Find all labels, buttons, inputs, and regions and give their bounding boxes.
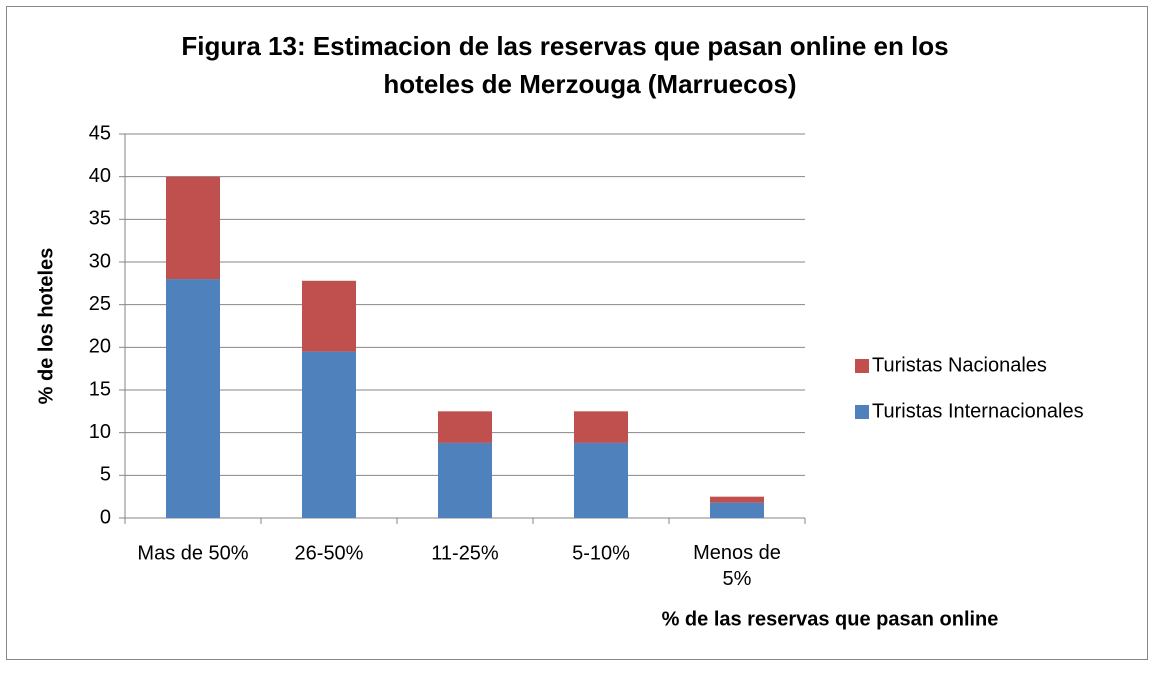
chart-title: hoteles de Merzouga (Marruecos)	[383, 69, 796, 99]
bar	[574, 411, 628, 443]
legend-label: Turistas Nacionales	[872, 354, 1047, 376]
bar	[166, 279, 220, 518]
chart-title: Figura 13: Estimacion de las reservas qu…	[181, 31, 948, 61]
legend-swatch	[855, 405, 869, 419]
bar	[574, 442, 628, 518]
y-tick-label: 15	[89, 378, 111, 400]
bar	[438, 411, 492, 443]
x-tick-label: Mas de 50%	[137, 542, 248, 564]
x-tick-label: 11-25%	[431, 542, 499, 564]
bar	[438, 442, 492, 518]
bar	[302, 351, 356, 518]
legend-label: Turistas Internacionales	[872, 400, 1084, 422]
x-tick-label: 26-50%	[295, 542, 364, 564]
y-tick-label: 10	[89, 421, 111, 443]
y-tick-label: 20	[89, 336, 111, 358]
legend-swatch	[855, 359, 869, 373]
y-axis-title: % de los hoteles	[35, 248, 57, 405]
y-tick-label: 35	[89, 208, 111, 230]
x-tick-label: 5-10%	[572, 542, 630, 564]
y-tick-label: 40	[89, 165, 111, 187]
y-tick-label: 45	[89, 122, 111, 144]
y-tick-label: 0	[100, 506, 111, 528]
y-tick-label: 5	[100, 464, 111, 486]
x-axis-title: % de las reservas que pasan online	[662, 608, 999, 630]
x-tick-label: Menos de 5%	[693, 542, 781, 590]
y-tick-label: 30	[89, 250, 111, 272]
bar	[166, 176, 220, 280]
bar	[302, 280, 356, 352]
bar	[710, 496, 764, 503]
bar	[710, 502, 764, 518]
y-tick-label: 25	[89, 293, 111, 315]
